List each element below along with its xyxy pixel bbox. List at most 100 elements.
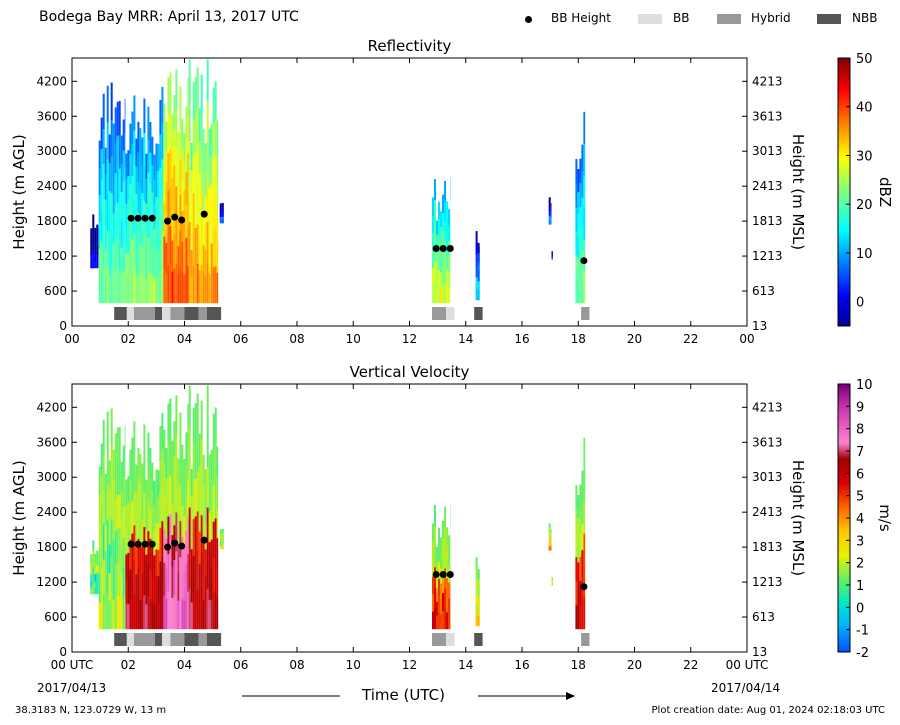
echo-cell	[446, 218, 448, 236]
y-tick-label-right: 1213	[752, 249, 783, 263]
echo-cell	[133, 199, 136, 235]
bb-height-point	[148, 214, 156, 222]
echo-cell	[446, 594, 448, 613]
echo-cell	[434, 199, 436, 221]
echo-cell	[188, 140, 191, 182]
echo-cell	[583, 207, 586, 240]
echo-cell	[159, 594, 162, 630]
x-tick-label: 12	[402, 658, 417, 672]
legend-label-bb-height: BB Height	[551, 11, 611, 25]
echo-cell	[153, 278, 156, 304]
echo-cell	[181, 506, 184, 538]
echo-column	[219, 528, 224, 550]
echo-cell	[219, 203, 222, 208]
echo-cell	[159, 426, 162, 461]
echo-cell	[169, 187, 172, 227]
echo-cell	[579, 604, 582, 630]
echo-cell	[196, 263, 199, 304]
echo-cell	[575, 278, 578, 304]
echo-cell	[444, 588, 446, 609]
echo-cell	[167, 227, 170, 266]
echo-cell	[198, 107, 201, 141]
echo-cell	[581, 144, 584, 172]
x-axis: 00 UTC 02 04 06 08 10 12 14 16 18 20 22 00 UTC	[51, 384, 769, 672]
echo-cell	[135, 491, 138, 520]
x-tick-label: 00 UTC	[726, 658, 769, 672]
echo-cell	[100, 443, 103, 475]
echo-cell	[151, 518, 154, 547]
echo-cell	[125, 228, 128, 254]
echo-cell	[92, 584, 95, 595]
echo-cell	[110, 592, 113, 630]
echo-cell	[432, 197, 434, 216]
echo-cell	[145, 153, 148, 179]
echo-cell	[550, 206, 552, 211]
echo-cell	[161, 556, 164, 594]
echo-cell	[206, 547, 209, 589]
echo-cell	[196, 67, 199, 108]
echo-cell	[120, 517, 123, 546]
echo-cell	[579, 508, 582, 533]
bb-segment-nbb	[474, 307, 483, 320]
echo-cell	[96, 260, 99, 269]
echo-cell	[194, 114, 197, 153]
echo-cell	[577, 517, 580, 541]
echo-cell	[151, 545, 154, 574]
echo-cell	[116, 235, 119, 270]
echo-cell	[114, 205, 117, 239]
echo-cell	[131, 469, 134, 502]
bb-segment-hybrid	[133, 633, 155, 646]
echo-cell	[442, 574, 444, 594]
echo-cell	[185, 171, 188, 205]
echo-cell	[147, 465, 150, 499]
echo-cell	[163, 495, 166, 530]
echo-cell	[98, 194, 101, 223]
echo-cell	[434, 608, 436, 630]
echo-cell	[579, 278, 582, 304]
echo-cell	[200, 590, 203, 630]
bb-height-point	[134, 214, 142, 222]
echo-cell	[442, 194, 444, 213]
echo-cell	[151, 573, 154, 602]
echo-column	[163, 69, 189, 304]
legend-swatch-bb	[638, 14, 662, 24]
echo-cell	[133, 456, 136, 491]
echo-cell	[127, 277, 130, 304]
echo-cell	[96, 586, 99, 595]
echo-cell	[444, 567, 446, 589]
echo-cell	[108, 134, 111, 163]
echo-cell	[551, 583, 553, 586]
echo-cell	[194, 77, 197, 116]
echo-cell	[444, 262, 446, 283]
echo-cell	[100, 241, 103, 273]
echo-cell	[202, 512, 205, 543]
echo-cell	[149, 242, 152, 274]
echo-cell	[171, 208, 174, 241]
echo-cell	[141, 192, 144, 221]
end-date: 2017/04/14	[711, 681, 781, 695]
echo-cell	[106, 266, 109, 304]
echo-cell	[98, 466, 101, 495]
echo-cell	[475, 288, 478, 301]
y-tick-label: 4200	[36, 400, 67, 414]
colorbar-tick-label: 6	[856, 467, 864, 482]
echo-cell	[159, 201, 162, 236]
echo-cell	[169, 225, 172, 265]
echo-cell	[177, 486, 180, 516]
y-axis-label-right: Height (m MSL)	[789, 460, 807, 576]
echo-cell	[434, 261, 436, 283]
echo-cell	[190, 522, 193, 550]
echo-cell	[131, 596, 134, 630]
echo-cell	[436, 289, 438, 304]
echo-cell	[141, 573, 144, 602]
echo-cell	[137, 242, 140, 274]
echo-cell	[124, 98, 126, 134]
echo-cell	[475, 602, 478, 615]
echo-cell	[98, 275, 101, 304]
echo-cell	[196, 185, 199, 225]
echo-cell	[448, 271, 450, 288]
echo-column	[98, 82, 126, 304]
echo-cell	[448, 613, 450, 630]
echo-cell	[114, 498, 117, 532]
legend-swatch-hybrid	[717, 14, 741, 24]
